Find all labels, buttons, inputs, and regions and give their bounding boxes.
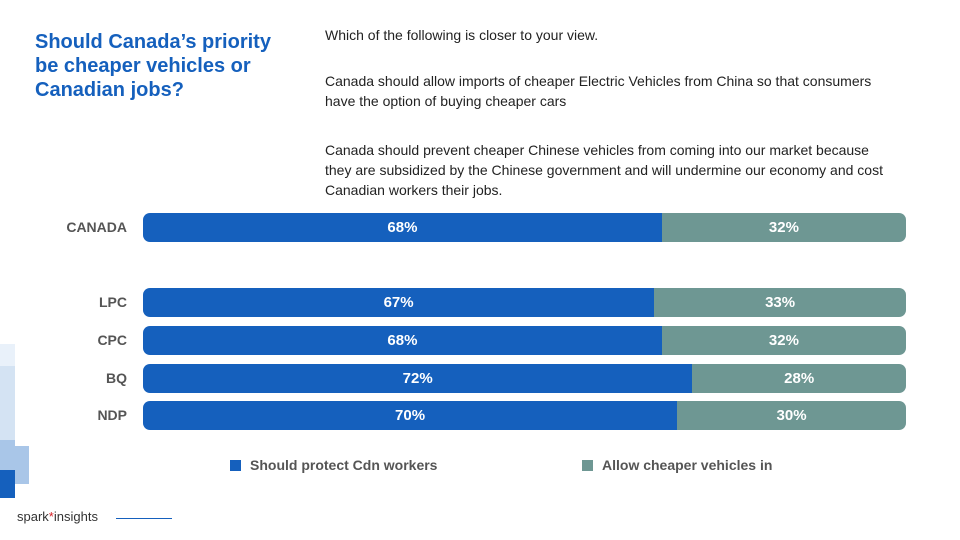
category-label-ndp: NDP [97, 407, 127, 423]
bar-lpc: 67% 33% [143, 288, 906, 317]
logo-suffix: insights [53, 509, 98, 524]
protect-segment-lpc: 67% [143, 288, 655, 317]
page-title: Should Canada’s priority be cheaper vehi… [35, 31, 271, 101]
category-label-canada: CANADA [66, 219, 127, 235]
logo-mark: * [48, 509, 54, 524]
legend-swatch [582, 459, 593, 471]
legend-item-allow: Allow cheaper vehicles in [582, 457, 772, 473]
allow-segment-bq: 28% [692, 364, 906, 393]
protect-segment-bq: 72% [143, 364, 693, 393]
protect-segment-canada: 68% [143, 213, 662, 242]
decor-block-mid [0, 440, 15, 470]
legend-item-protect: Should protect Cdn workers [230, 457, 437, 473]
decor-block-light [0, 344, 15, 366]
category-label-lpc: LPC [99, 294, 127, 310]
category-label-cpc: CPC [97, 332, 127, 348]
legend-swatch [230, 459, 241, 471]
category-label-bq: BQ [106, 370, 127, 386]
bar-canada: 68% 32% [143, 213, 906, 242]
question-text: Which of the following is closer to your… [325, 27, 599, 43]
allow-segment-lpc: 33% [654, 288, 906, 317]
legend-label: Should protect Cdn workers [250, 457, 438, 473]
bar-ndp: 70% 30% [143, 401, 906, 430]
logo-brand: spark [17, 509, 49, 524]
option-cheaper-text: Canada should allow imports of cheaper E… [325, 73, 872, 109]
protect-segment-ndp: 70% [143, 401, 678, 430]
decor-block-medium [0, 366, 15, 440]
decor-block-accent [15, 446, 29, 484]
legend-label: Allow cheaper vehicles in [602, 457, 773, 473]
chart-legend: Should protect Cdn workers Allow cheaper … [0, 457, 960, 477]
bar-cpc: 68% 32% [143, 326, 906, 355]
allow-segment-cpc: 32% [661, 326, 906, 355]
protect-segment-cpc: 68% [143, 326, 662, 355]
spark-insights-logo: spark * insights [17, 509, 98, 524]
allow-segment-ndp: 30% [677, 401, 906, 430]
logo-underline [116, 518, 172, 519]
bar-bq: 72% 28% [143, 364, 906, 393]
option-protect-text: Canada should prevent cheaper Chinese ve… [325, 142, 883, 198]
allow-segment-canada: 32% [661, 213, 906, 242]
decor-block-dark [0, 470, 15, 498]
